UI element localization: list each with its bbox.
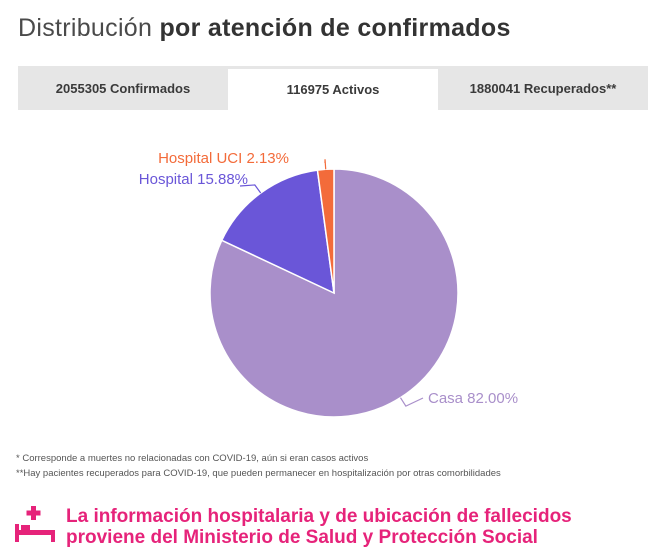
tab-recuperados[interactable]: 1880041 Recuperados** xyxy=(469,80,617,96)
tab-activos[interactable]: 116975 Activos xyxy=(228,66,438,110)
info-banner: La información hospitalaria y de ubicaci… xyxy=(14,506,644,548)
hospital-bed-icon xyxy=(15,506,55,542)
slice-label-hospital-uci: Hospital UCI 2.13% xyxy=(158,150,289,167)
info-line-1: La información hospitalaria y de ubicaci… xyxy=(66,506,572,527)
slice-label-casa: Casa 82.00% xyxy=(428,390,518,407)
leader-line-hospital-uci xyxy=(324,159,327,170)
tab-bar: 2055305 Confirmados 116975 Activos 18800… xyxy=(18,66,648,110)
leader-line-casa xyxy=(399,397,424,407)
slice-label-hospital: Hospital 15.88% xyxy=(139,171,248,188)
pie-chart: Casa 82.00% Hospital 15.88% Hospital UCI 2… xyxy=(139,150,518,418)
leader-line-hospital xyxy=(239,184,262,194)
tab-confirmados[interactable]: 2055305 Confirmados xyxy=(55,80,191,96)
footnotes: * Corresponde a muertes no relacionadas … xyxy=(16,451,646,481)
info-text: La información hospitalaria y de ubicaci… xyxy=(66,506,572,548)
title-light: Distribución xyxy=(18,14,153,42)
footnote-2: **Hay pacientes recuperados para COVID-1… xyxy=(16,468,501,479)
pie-slice-hospital-uci[interactable] xyxy=(316,168,335,294)
title-bold: por atención de confirmados xyxy=(159,14,511,42)
chart-title: Distribución por atención de confirmados xyxy=(18,14,511,43)
info-line-2: proviene del Ministerio de Salud y Prote… xyxy=(66,527,538,548)
footnote-1: * Corresponde a muertes no relacionadas … xyxy=(16,453,369,464)
